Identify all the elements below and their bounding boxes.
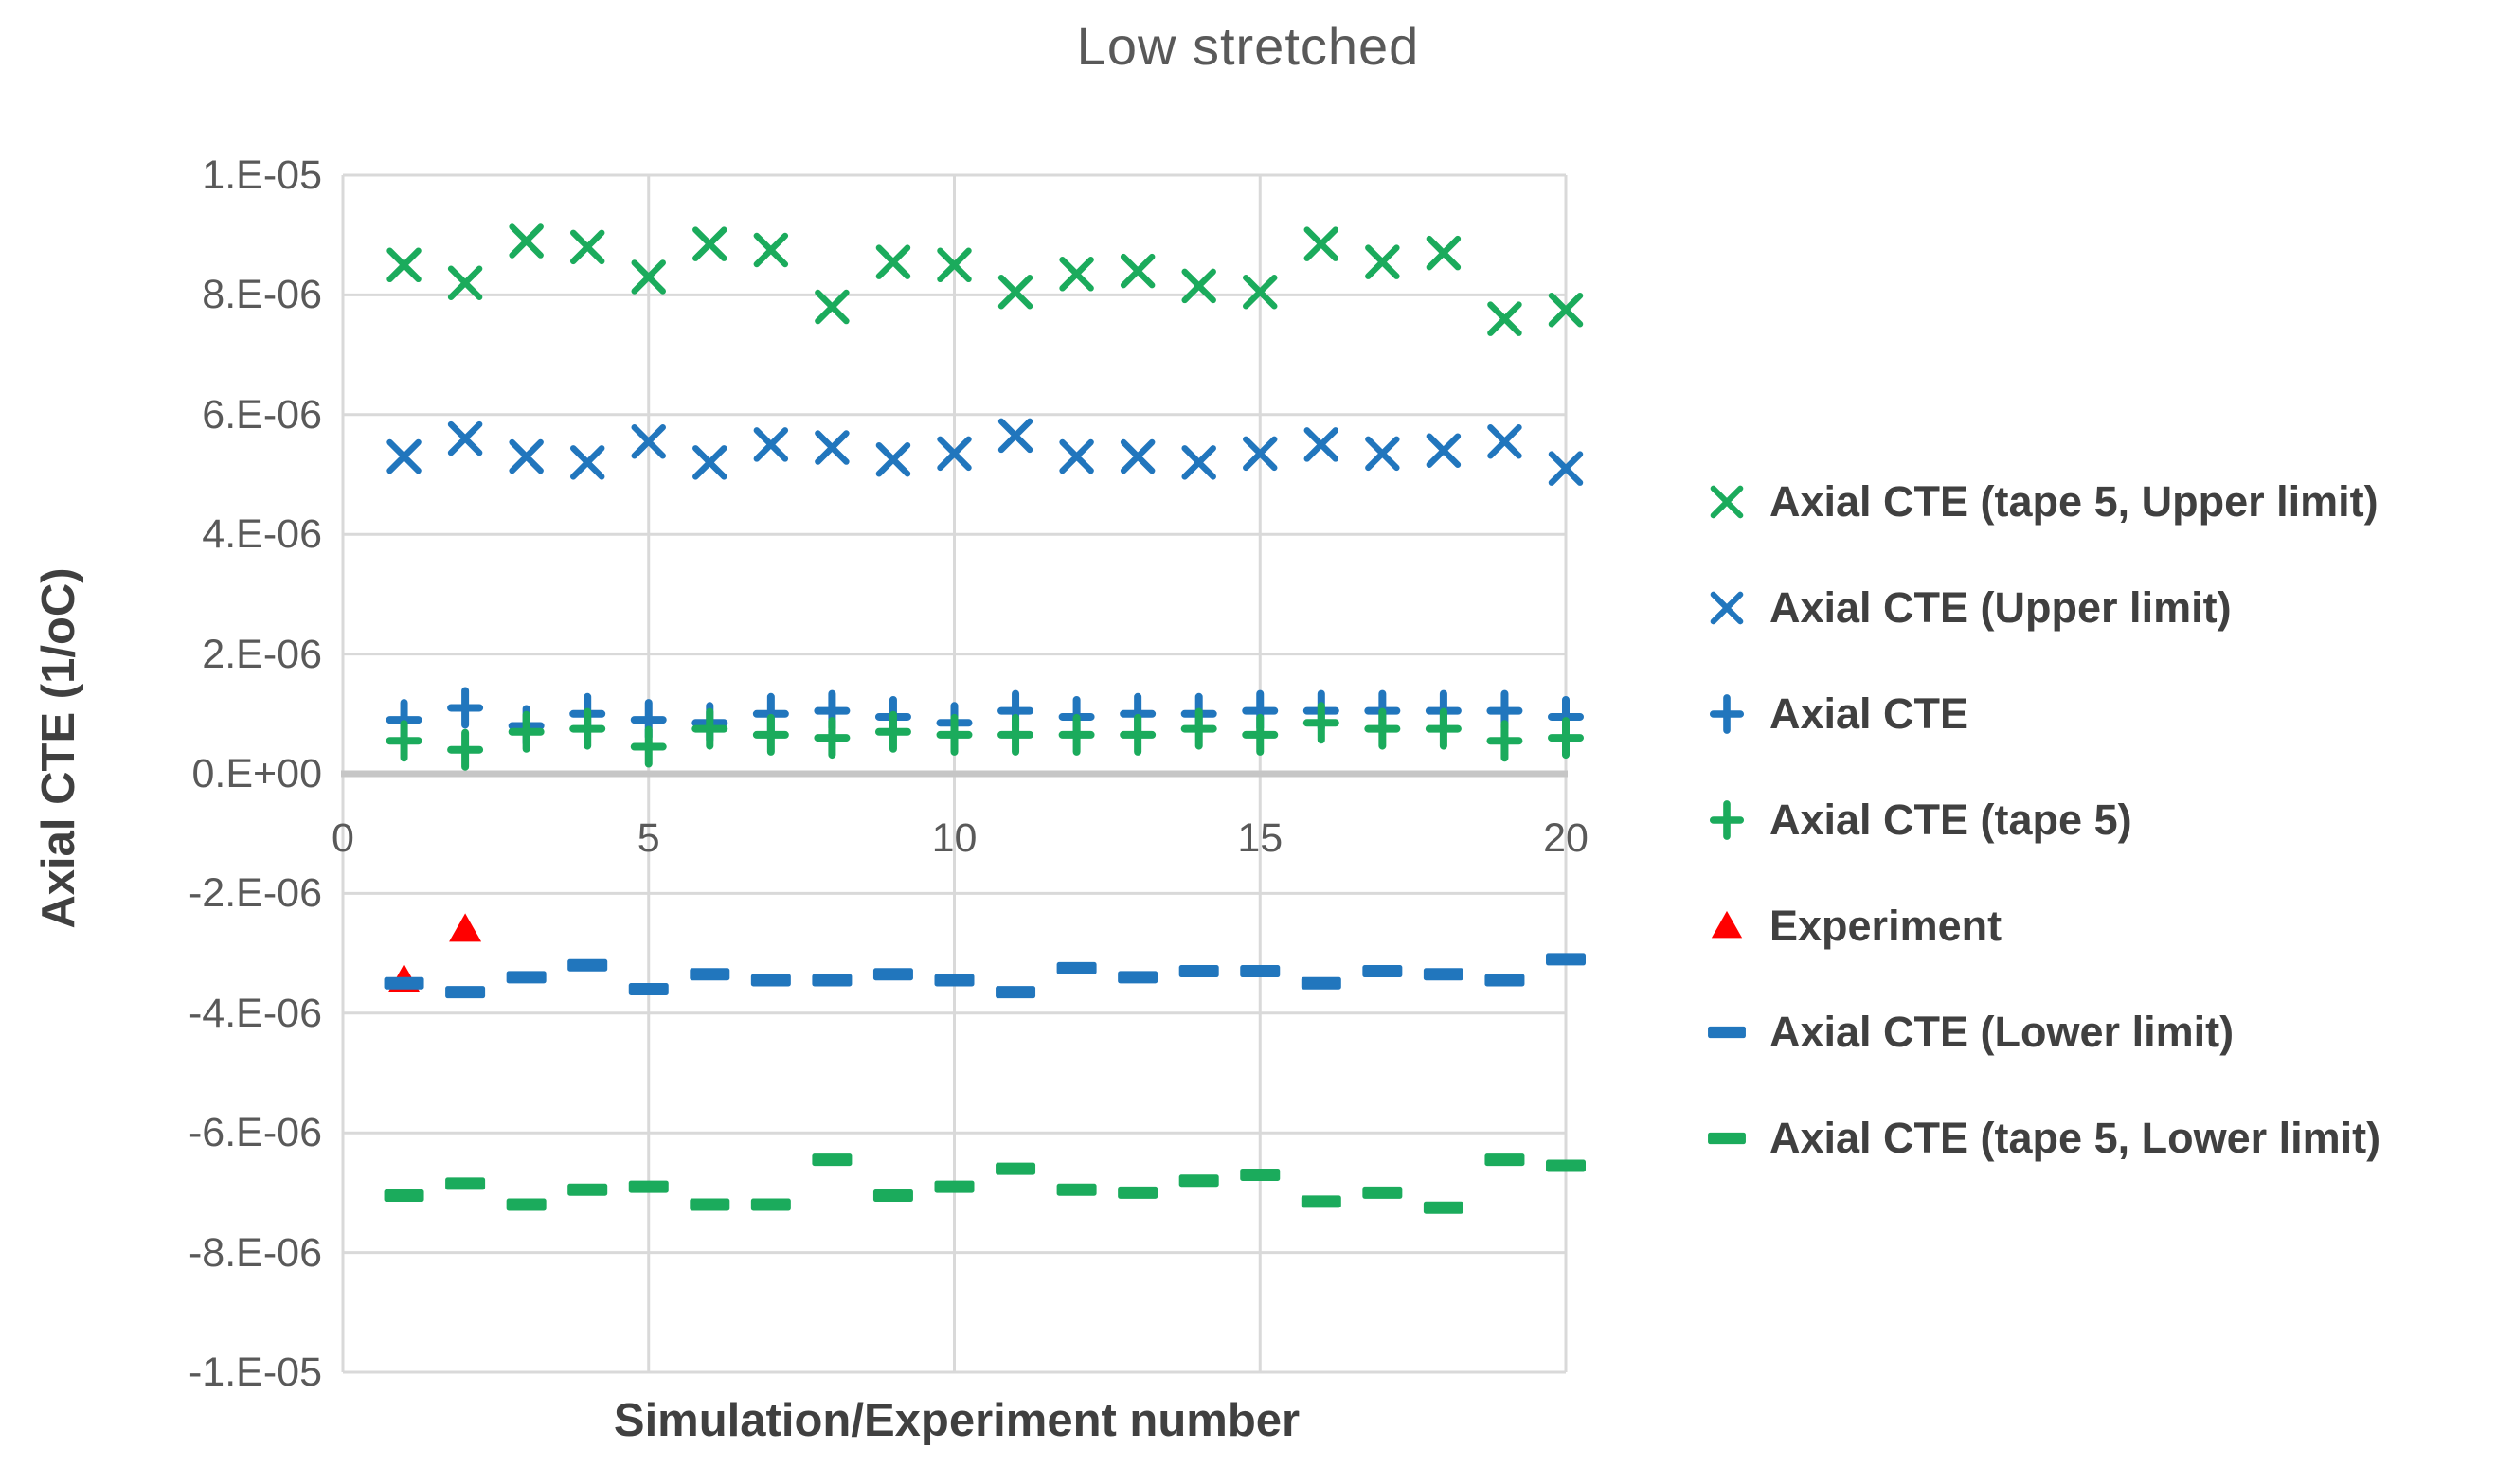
y-tick-label: -6.E-06 <box>188 1110 322 1156</box>
legend-label: Axial CTE (Upper limit) <box>1769 583 2232 632</box>
x-tick-label: 15 <box>1237 815 1284 861</box>
y-tick-label: -8.E-06 <box>188 1229 322 1276</box>
legend-item: Axial CTE (Upper limit) <box>1703 555 2380 661</box>
x-tick-label: 20 <box>1543 815 1589 861</box>
legend-item: Axial CTE (tape 5, Upper limit) <box>1703 449 2380 555</box>
legend-item: Axial CTE (tape 5, Lower limit) <box>1703 1085 2380 1191</box>
x-marker-blue-icon <box>1703 584 1751 632</box>
plus-marker-green-icon <box>1703 796 1751 844</box>
x-axis-title: Simulation/Experiment number <box>613 1395 1301 1446</box>
legend: Axial CTE (tape 5, Upper limit) Axial CT… <box>1703 449 2380 1191</box>
y-tick-label: 8.E-06 <box>202 272 322 318</box>
triangle-marker-red-icon <box>1703 903 1751 950</box>
legend-label: Experiment <box>1769 902 2002 950</box>
y-tick-label: 2.E-06 <box>202 631 322 677</box>
y-tick-label: 4.E-06 <box>202 511 322 558</box>
dash-marker-green-icon <box>1703 1115 1751 1162</box>
chart-title: Low stretched <box>1076 16 1420 76</box>
x-tick-label: 5 <box>637 815 660 861</box>
y-tick-label: -4.E-06 <box>188 990 322 1036</box>
x-tick-label: 10 <box>931 815 978 861</box>
y-tick-label: 0.E+00 <box>191 751 322 796</box>
legend-item: Experiment <box>1703 873 2380 979</box>
legend-label: Axial CTE (tape 5, Lower limit) <box>1769 1114 2381 1162</box>
legend-item: Axial CTE (tape 5) <box>1703 767 2380 873</box>
legend-label: Axial CTE <box>1769 689 1969 738</box>
legend-item: Axial CTE (Lower limit) <box>1703 979 2380 1085</box>
y-tick-label: -2.E-06 <box>188 870 322 917</box>
legend-label: Axial CTE (tape 5, Upper limit) <box>1769 477 2379 526</box>
legend-item: Axial CTE <box>1703 661 2380 767</box>
y-tick-label: 6.E-06 <box>202 391 322 438</box>
dash-marker-blue-icon <box>1703 1009 1751 1056</box>
y-tick-label: -1.E-05 <box>188 1350 322 1395</box>
x-tick-label: 0 <box>332 815 354 861</box>
y-tick-label: 1.E-05 <box>202 152 322 198</box>
legend-label: Axial CTE (Lower limit) <box>1769 1008 2235 1056</box>
plus-marker-blue-icon <box>1703 690 1751 738</box>
x-marker-green-icon <box>1703 478 1751 526</box>
legend-label: Axial CTE (tape 5) <box>1769 796 2132 844</box>
